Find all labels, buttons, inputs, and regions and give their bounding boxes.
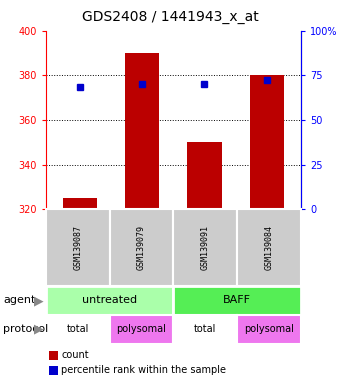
Bar — [173, 286, 301, 315]
Text: total: total — [67, 324, 89, 334]
Text: percentile rank within the sample: percentile rank within the sample — [61, 366, 226, 376]
Text: GDS2408 / 1441943_x_at: GDS2408 / 1441943_x_at — [82, 10, 258, 24]
Text: GSM139091: GSM139091 — [201, 225, 210, 270]
Bar — [46, 315, 109, 344]
Text: protocol: protocol — [3, 324, 49, 334]
Bar — [173, 209, 237, 286]
Text: polysomal: polysomal — [244, 324, 294, 334]
Text: BAFF: BAFF — [223, 295, 251, 306]
Text: count: count — [61, 350, 89, 360]
Bar — [109, 209, 173, 286]
Text: agent: agent — [3, 295, 36, 306]
Bar — [46, 286, 173, 315]
Bar — [187, 142, 222, 209]
Bar — [237, 209, 301, 286]
Text: total: total — [194, 324, 217, 334]
Bar — [237, 315, 301, 344]
Bar — [63, 198, 97, 209]
Bar — [173, 315, 237, 344]
Text: GSM139084: GSM139084 — [265, 225, 273, 270]
Text: GSM139087: GSM139087 — [73, 225, 82, 270]
Bar — [250, 75, 284, 209]
Bar — [46, 209, 109, 286]
Text: GSM139079: GSM139079 — [137, 225, 146, 270]
Text: untreated: untreated — [82, 295, 137, 306]
Text: polysomal: polysomal — [117, 324, 167, 334]
Bar — [125, 53, 159, 209]
Bar — [109, 315, 173, 344]
Text: ▶: ▶ — [34, 294, 44, 307]
Text: ▶: ▶ — [34, 323, 44, 336]
